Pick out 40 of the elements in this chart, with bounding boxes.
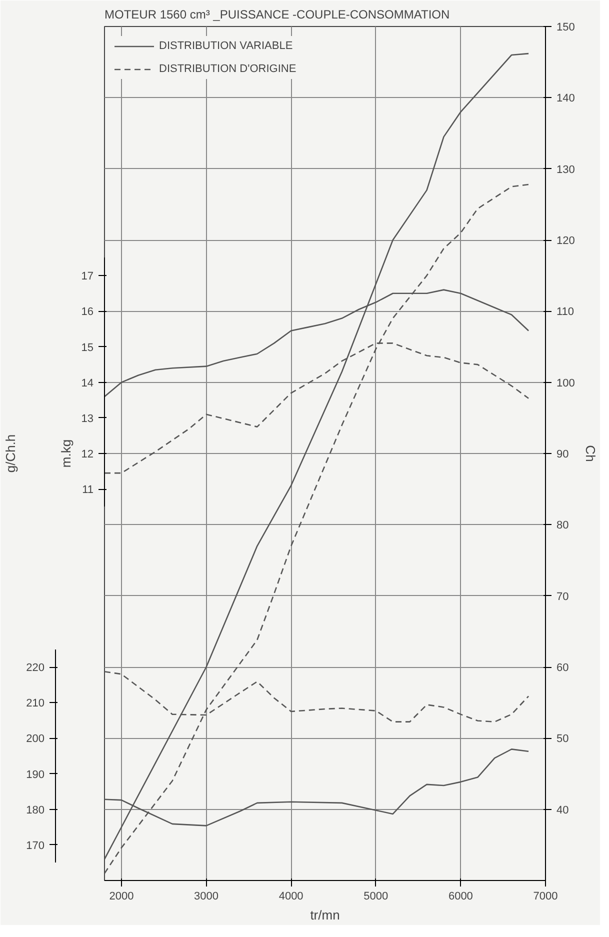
y2-tick-label: 15: [81, 342, 94, 354]
x-tick-label: 2000: [109, 890, 134, 902]
legend-label: DISTRIBUTION D'ORIGINE: [159, 63, 296, 75]
y-tick-label: 40: [556, 804, 569, 816]
y2-tick-label: 13: [81, 412, 94, 425]
x-tick-label: 5000: [364, 890, 388, 902]
y-tick-label: 150: [556, 22, 575, 34]
x-tick-label: 7000: [533, 890, 558, 902]
line-series: [104, 52, 530, 860]
y-tick-label: 130: [556, 164, 575, 176]
y-tick-label: 100: [556, 377, 575, 390]
y-axis-title: Ch: [582, 445, 598, 462]
y3-tick-label: 170: [26, 840, 45, 852]
y2-tick-label: 11: [82, 484, 94, 496]
y-tick-label: 60: [556, 662, 569, 674]
y2-tick-label: 16: [81, 306, 94, 318]
y-tick-label: 120: [556, 235, 575, 247]
x-axis-title: tr/mn: [310, 908, 340, 922]
y2-tick-label: 14: [81, 377, 94, 390]
y2-tick-label: 12: [81, 448, 94, 460]
y3-tick-label: 200: [26, 733, 45, 746]
x-tick-label: 4000: [278, 890, 304, 902]
y3-tick-label: 210: [26, 698, 45, 710]
chart-title: MOTEUR 1560 cm³ _PUISSANCE -COUPLE-CONSOMMATION: [104, 8, 450, 22]
y-tick-label: 90: [556, 448, 569, 460]
y-tick-label: 110: [556, 306, 574, 318]
y3-tick-label: 190: [26, 768, 45, 781]
legend-label: DISTRIBUTION VARIABLE: [159, 40, 293, 52]
x-tick-label: 3000: [194, 890, 219, 902]
y-tick-label: 140: [556, 92, 575, 105]
y-tick-label: 80: [556, 520, 569, 532]
y3-tick-label: 180: [26, 804, 45, 816]
x-tick-label: 6000: [448, 890, 473, 902]
y-tick-label: 50: [556, 733, 569, 746]
line-series: [104, 184, 530, 874]
y3-tick-label: 220: [26, 662, 45, 674]
y3-axis-title: g/Ch.h: [3, 434, 18, 473]
y-tick-label: 70: [556, 590, 569, 603]
y2-axis-title: m.kg: [58, 439, 74, 468]
y2-tick-label: 17: [81, 270, 94, 283]
